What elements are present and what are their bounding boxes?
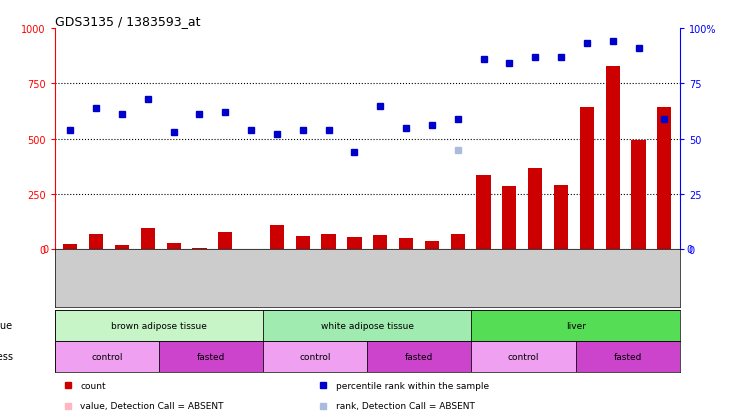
Bar [657,107,672,250]
Text: control: control [300,352,331,361]
Text: value, Detection Call = ABSENT: value, Detection Call = ABSENT [80,401,224,410]
Bar [528,168,542,250]
Bar [367,341,471,372]
Text: stress: stress [0,351,13,361]
Text: fasted: fasted [613,352,642,361]
Text: tissue: tissue [0,320,13,330]
Bar [192,248,207,250]
Bar [580,107,594,250]
Bar [554,186,568,250]
Bar [89,235,103,250]
Bar [477,176,491,250]
Text: control: control [91,352,123,361]
Bar [115,246,129,250]
Text: brown adipose tissue: brown adipose tissue [111,321,207,330]
Bar [263,341,367,372]
Text: fasted: fasted [405,352,433,361]
Bar [471,310,680,341]
Bar [295,237,310,250]
Bar [140,229,155,250]
Text: percentile rank within the sample: percentile rank within the sample [336,381,489,389]
Text: rank, Detection Call = ABSENT: rank, Detection Call = ABSENT [336,401,475,410]
Text: fasted: fasted [197,352,225,361]
Bar [159,341,263,372]
Bar [399,239,413,250]
Bar [55,310,263,341]
Bar [63,244,77,250]
Bar [471,341,575,372]
Bar [425,242,439,250]
Bar [632,140,645,250]
Bar [450,235,465,250]
Text: control: control [508,352,539,361]
Bar [270,225,284,250]
Bar [244,249,258,250]
Bar [218,232,232,250]
Bar [576,341,680,372]
Bar [502,187,517,250]
Bar [167,244,181,250]
Text: 0: 0 [686,245,692,255]
Bar [373,235,387,250]
Bar [347,238,362,250]
Bar [322,235,336,250]
Bar [55,341,159,372]
Text: count: count [80,381,106,389]
Text: GDS3135 / 1383593_at: GDS3135 / 1383593_at [55,15,200,28]
Text: 0: 0 [42,245,48,255]
Bar [263,310,471,341]
Text: white adipose tissue: white adipose tissue [321,321,414,330]
Bar [605,66,620,250]
Text: liver: liver [566,321,586,330]
